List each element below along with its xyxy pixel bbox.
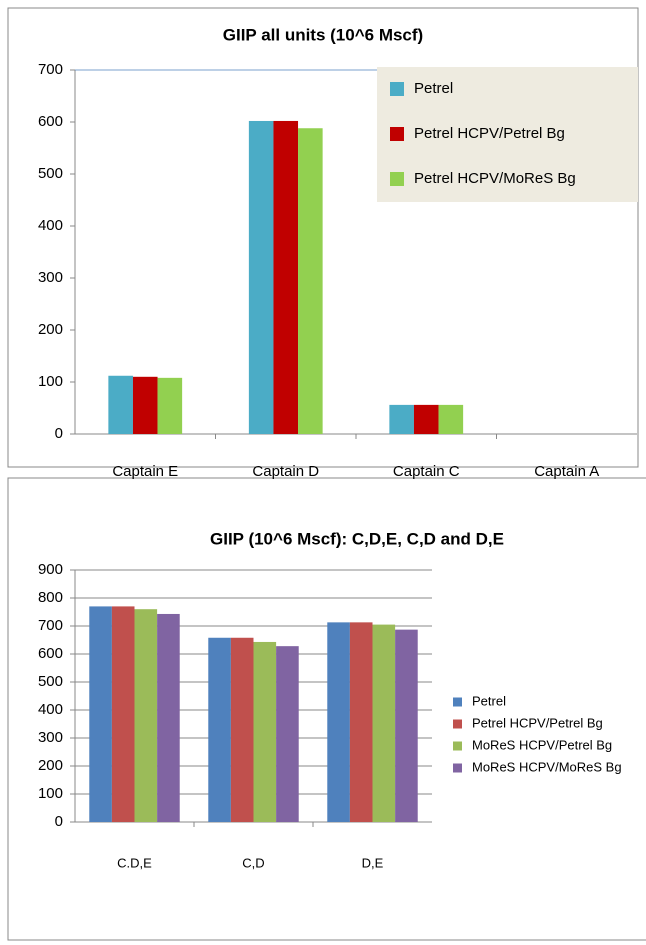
legend-label: Petrel — [414, 80, 453, 97]
legend-label: MoReS HCPV/Petrel Bg — [472, 737, 612, 752]
x-tick-label: D,E — [362, 855, 384, 870]
bar — [157, 613, 180, 822]
x-tick-label: Captain A — [534, 463, 599, 480]
bar — [208, 637, 231, 822]
y-tick-label: 500 — [38, 165, 63, 182]
y-tick-label: 600 — [38, 645, 63, 662]
bar — [89, 606, 112, 822]
bar — [276, 646, 299, 822]
legend-swatch — [453, 719, 462, 729]
x-tick-label: Captain D — [252, 463, 319, 480]
y-tick-label: 100 — [38, 785, 63, 802]
x-tick-label: C.D,E — [117, 855, 152, 870]
legend-label: Petrel — [472, 693, 506, 708]
legend-box — [377, 67, 638, 202]
chart-title: GIIP all units (10^6 Mscf) — [223, 25, 423, 44]
y-tick-label: 600 — [38, 113, 63, 130]
y-tick-label: 0 — [55, 425, 63, 442]
bar — [230, 637, 254, 822]
legend-label: Petrel HCPV/Petrel Bg — [414, 125, 565, 142]
bar — [349, 622, 373, 822]
legend-swatch — [390, 127, 404, 141]
y-tick-label: 300 — [38, 729, 63, 746]
y-tick-label: 700 — [38, 617, 63, 634]
y-tick-label: 700 — [38, 61, 63, 78]
chart-title: GIIP (10^6 Mscf): C,D,E, C,D and D,E — [210, 529, 504, 548]
bar — [395, 629, 418, 822]
bar — [273, 120, 299, 435]
legend-swatch — [453, 741, 462, 751]
bar — [298, 128, 323, 435]
y-tick-label: 300 — [38, 269, 63, 286]
y-tick-label: 200 — [38, 321, 63, 338]
bar — [132, 376, 158, 434]
y-tick-label: 100 — [38, 373, 63, 390]
bar — [111, 606, 135, 822]
y-tick-label: 900 — [38, 561, 63, 578]
bar — [372, 624, 396, 822]
bar — [108, 375, 133, 434]
legend-label: Petrel HCPV/MoReS Bg — [414, 170, 576, 187]
legend-label: Petrel HCPV/Petrel Bg — [472, 715, 603, 730]
y-tick-label: 200 — [38, 757, 63, 774]
y-tick-label: 800 — [38, 589, 63, 606]
legend-swatch — [453, 763, 462, 773]
x-tick-label: Captain C — [393, 463, 460, 480]
bar — [134, 609, 158, 822]
y-tick-label: 500 — [38, 673, 63, 690]
y-tick-label: 400 — [38, 217, 63, 234]
bar — [157, 377, 183, 434]
bar — [389, 404, 414, 434]
legend-swatch — [390, 82, 404, 96]
legend-label: MoReS HCPV/MoReS Bg — [472, 759, 622, 774]
bar — [253, 641, 277, 822]
bar — [327, 622, 350, 822]
bar — [438, 404, 464, 434]
bar — [413, 404, 439, 434]
y-tick-label: 0 — [55, 813, 63, 830]
bar — [248, 120, 274, 435]
x-tick-label: C,D — [242, 855, 264, 870]
x-tick-label: Captain E — [112, 463, 178, 480]
y-tick-label: 400 — [38, 701, 63, 718]
legend-swatch — [390, 172, 404, 186]
legend-swatch — [453, 697, 462, 707]
